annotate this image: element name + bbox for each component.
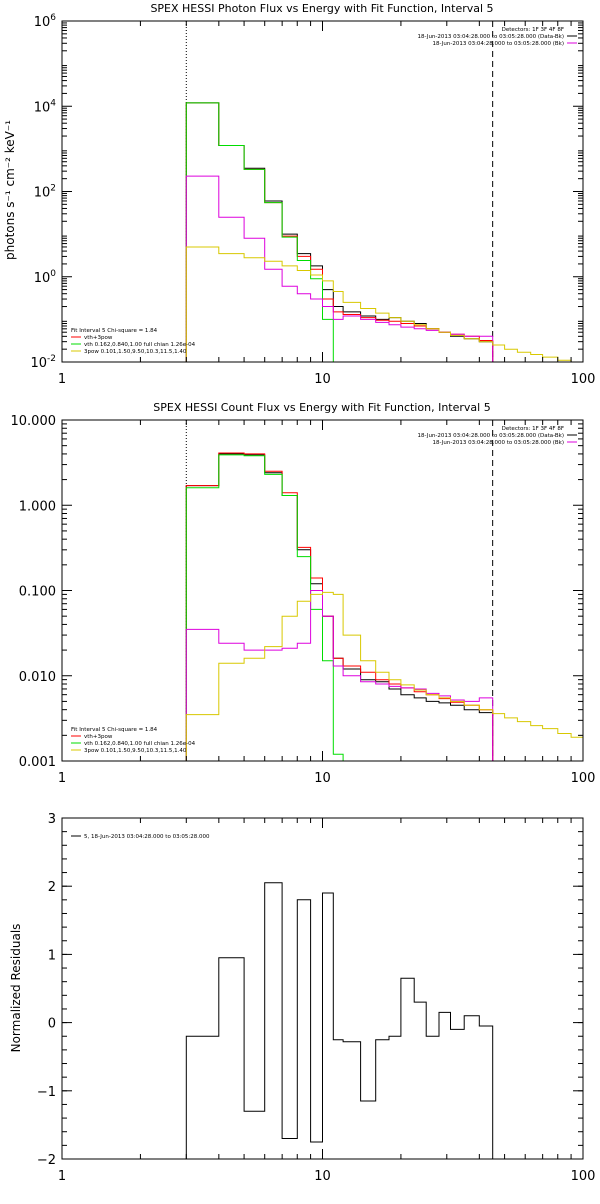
y-tick-label: 0 [48, 1017, 56, 1032]
residuals-ylabel: Normalized Residuals [9, 924, 23, 1053]
series-data-bk [185, 453, 494, 761]
legend-text: Fit Interval 5 Chi-square = 1.84 [71, 328, 158, 334]
series-vth [185, 454, 344, 761]
x-tick-label: 10 [314, 1169, 331, 1184]
y-tick-label: 3 [48, 812, 56, 827]
y-tick-label: 0.010 [19, 670, 56, 685]
series-3pow [185, 246, 583, 363]
legend-text: 5, 18-Jun-2013 03:04:28.000 to 03:05:28.… [84, 834, 210, 840]
y-tick-label: −1 [37, 1085, 56, 1100]
x-tick-label: 1 [58, 372, 66, 387]
photon-series-group [185, 102, 583, 363]
legend-text: vth+3pow [84, 335, 113, 341]
y-tick-label: 10-2 [30, 354, 56, 371]
legend-text: vth+3pow [84, 734, 113, 740]
series-vth [185, 102, 344, 363]
count-series-group [185, 452, 584, 761]
residuals-axis-ticks: 1 10 100 −2 −1 0 1 2 3 [37, 812, 596, 1184]
photon-flux-chart: SPEX HESSI Photon Flux vs Energy with Fi… [3, 2, 595, 387]
x-tick-label: 1 [58, 771, 66, 786]
y-tick-label: 100 [34, 269, 57, 286]
x-tick-label: 10 [314, 372, 331, 387]
count-flux-title: SPEX HESSI Count Flux vs Energy with Fit… [153, 401, 490, 414]
count-flux-chart: SPEX HESSI Count Flux vs Energy with Fit… [11, 401, 596, 786]
residuals-chart: 1 10 100 −2 −1 0 1 2 3 Normalized Residuals 5, 1… [9, 812, 595, 1184]
legend-text: 18-Jun-2013 03:04:28.000 to 03:05:28.000… [418, 433, 564, 439]
y-tick-label: 2 [48, 880, 56, 895]
legend-text: 18-Jun-2013 03:04:28.000 to 03:05:28.000… [432, 41, 564, 47]
legend-text: 18-Jun-2013 03:04:28.000 to 03:05:28.000… [432, 440, 564, 446]
y-tick-label: −2 [37, 1153, 56, 1168]
legend-text: Fit Interval 5 Chi-square = 1.84 [71, 727, 158, 733]
legend-text: Detectors: 1F 3F 4F 8F [502, 426, 564, 432]
x-tick-label: 100 [571, 771, 596, 786]
y-tick-label: 1 [48, 948, 56, 963]
legend-text: vth 0.162,0.840,1.00 full chian 1.26e-04 [84, 342, 196, 348]
series-bk [185, 590, 494, 761]
series-5 [185, 882, 494, 1159]
residuals-series-group [185, 882, 494, 1159]
x-tick-label: 1 [58, 1169, 66, 1184]
x-tick-label: 10 [314, 771, 331, 786]
photon-flux-title: SPEX HESSI Photon Flux vs Energy with Fi… [150, 2, 493, 15]
y-tick-label: 10.000 [11, 414, 57, 429]
y-tick-label: 106 [34, 13, 57, 30]
x-tick-label: 100 [571, 372, 596, 387]
x-tick-label: 100 [571, 1169, 596, 1184]
legend-text: 18-Jun-2013 03:04:28.000 to 03:05:28.000… [418, 34, 564, 40]
y-tick-label: 1.000 [19, 499, 56, 514]
legend-text: vth 0.162,0.840,1.00 full chian 1.26e-04 [84, 741, 196, 747]
photon-fit-range-lines [185, 21, 494, 362]
series-bk [185, 175, 494, 362]
series-vth-3pow [185, 102, 494, 362]
legend-text: 3pow 0.101,1.50,9.50,10.3,11.5,1.40 [84, 349, 187, 355]
photon-legend-bottom-left: Fit Interval 5 Chi-square = 1.84vth+3pow… [71, 328, 196, 355]
count-fit-range-lines [185, 420, 494, 761]
y-tick-label: 104 [34, 98, 57, 115]
y-tick-label: 0.001 [19, 755, 56, 770]
count-legend-bottom-left: Fit Interval 5 Chi-square = 1.84vth+3pow… [71, 727, 196, 754]
photon-flux-ylabel: photons s⁻¹ cm⁻² keV⁻¹ [3, 120, 17, 260]
count-axis-ticks: 1 10 100 0.001 0.010 0.100 1.000 10.000 [11, 414, 596, 786]
photon-axis-ticks: 1 10 100 10-2 100 102 104 106 [30, 13, 595, 387]
residuals-legend: 5, 18-Jun-2013 03:04:28.000 to 03:05:28.… [71, 834, 210, 840]
y-tick-label: 0.100 [19, 585, 56, 600]
legend-text: 3pow 0.101,1.50,9.50,10.3,11.5,1.40 [84, 748, 187, 754]
series-3pow [185, 591, 584, 761]
series-vth-3pow [185, 452, 494, 761]
series-data-bk [185, 102, 494, 362]
legend-text: Detectors: 1F 3F 4F 8F [502, 27, 564, 33]
y-tick-label: 102 [34, 184, 56, 201]
